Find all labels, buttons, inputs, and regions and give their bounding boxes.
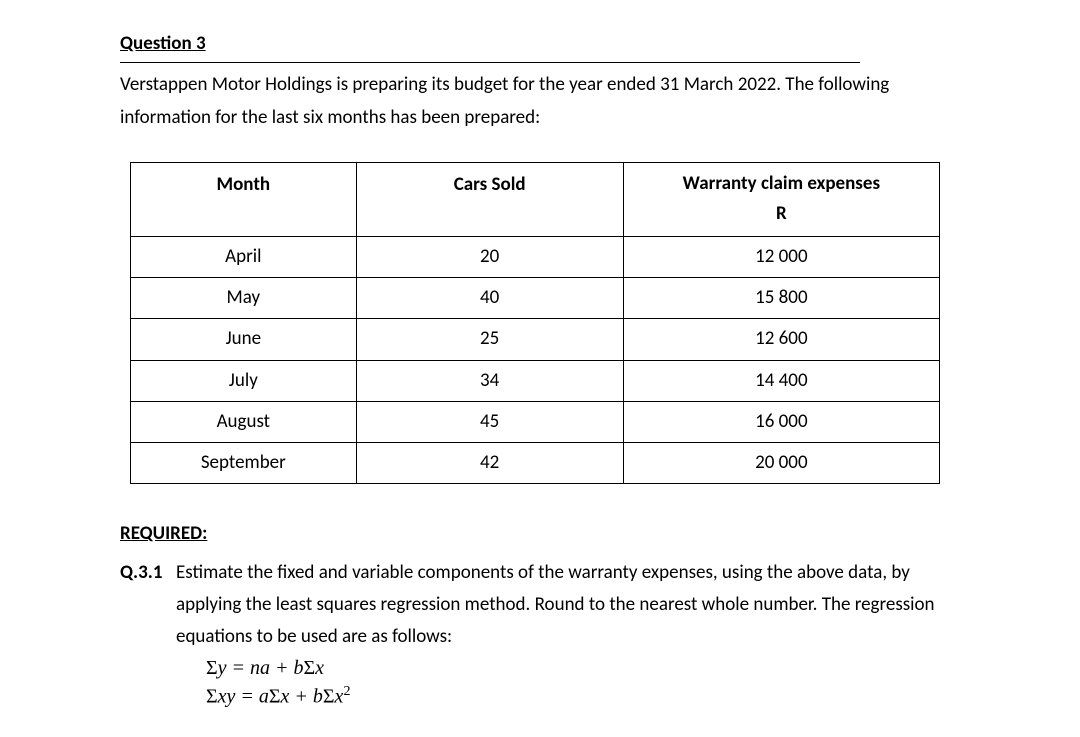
cell-cars: 25 bbox=[356, 319, 623, 360]
table-header-row: Month Cars Sold Warranty claim expenses … bbox=[131, 162, 940, 236]
cell-month: September bbox=[131, 443, 357, 484]
data-table: Month Cars Sold Warranty claim expenses … bbox=[130, 162, 940, 485]
required-label: REQUIRED: bbox=[120, 518, 960, 550]
table-row: April 20 12 000 bbox=[131, 236, 940, 277]
cell-warranty: 16 000 bbox=[623, 401, 939, 442]
cell-cars: 42 bbox=[356, 443, 623, 484]
cell-warranty: 12 000 bbox=[623, 236, 939, 277]
cell-cars: 40 bbox=[356, 277, 623, 318]
cell-warranty: 14 400 bbox=[623, 360, 939, 401]
cell-month: April bbox=[131, 236, 357, 277]
equations-block: Σy = na + bΣx Σxy = aΣx + bΣx2 bbox=[206, 654, 960, 711]
cell-month: May bbox=[131, 277, 357, 318]
document-page: Question 3 Verstappen Motor Holdings is … bbox=[0, 0, 1080, 730]
cell-month: June bbox=[131, 319, 357, 360]
question-row: Q.3.1 Estimate the fixed and variable co… bbox=[120, 557, 960, 711]
cell-warranty: 12 600 bbox=[623, 319, 939, 360]
col-warranty: Warranty claim expenses R bbox=[623, 162, 939, 236]
question-label: Q.3.1 bbox=[120, 557, 176, 589]
col-cars-sold: Cars Sold bbox=[356, 162, 623, 236]
cell-month: August bbox=[131, 401, 357, 442]
equation-2: Σxy = aΣx + bΣx2 bbox=[206, 682, 960, 711]
table-row: July 34 14 400 bbox=[131, 360, 940, 401]
table-row: May 40 15 800 bbox=[131, 277, 940, 318]
col-month: Month bbox=[131, 162, 357, 236]
col-warranty-line2: R bbox=[776, 202, 787, 225]
cell-warranty: 20 000 bbox=[623, 443, 939, 484]
question-body: Estimate the fixed and variable componen… bbox=[176, 561, 935, 649]
question-text: Estimate the fixed and variable componen… bbox=[176, 557, 960, 711]
cell-warranty: 15 800 bbox=[623, 277, 939, 318]
col-warranty-line1: Warranty claim expenses bbox=[683, 172, 880, 195]
cell-cars: 20 bbox=[356, 236, 623, 277]
equation-1: Σy = na + bΣx bbox=[206, 654, 960, 682]
intro-text: Verstappen Motor Holdings is preparing i… bbox=[120, 69, 960, 134]
question-heading: Question 3 bbox=[120, 28, 206, 60]
heading-rule bbox=[120, 62, 860, 63]
cell-cars: 34 bbox=[356, 360, 623, 401]
table-row: August 45 16 000 bbox=[131, 401, 940, 442]
table-row: June 25 12 600 bbox=[131, 319, 940, 360]
cell-month: July bbox=[131, 360, 357, 401]
table-row: September 42 20 000 bbox=[131, 443, 940, 484]
cell-cars: 45 bbox=[356, 401, 623, 442]
